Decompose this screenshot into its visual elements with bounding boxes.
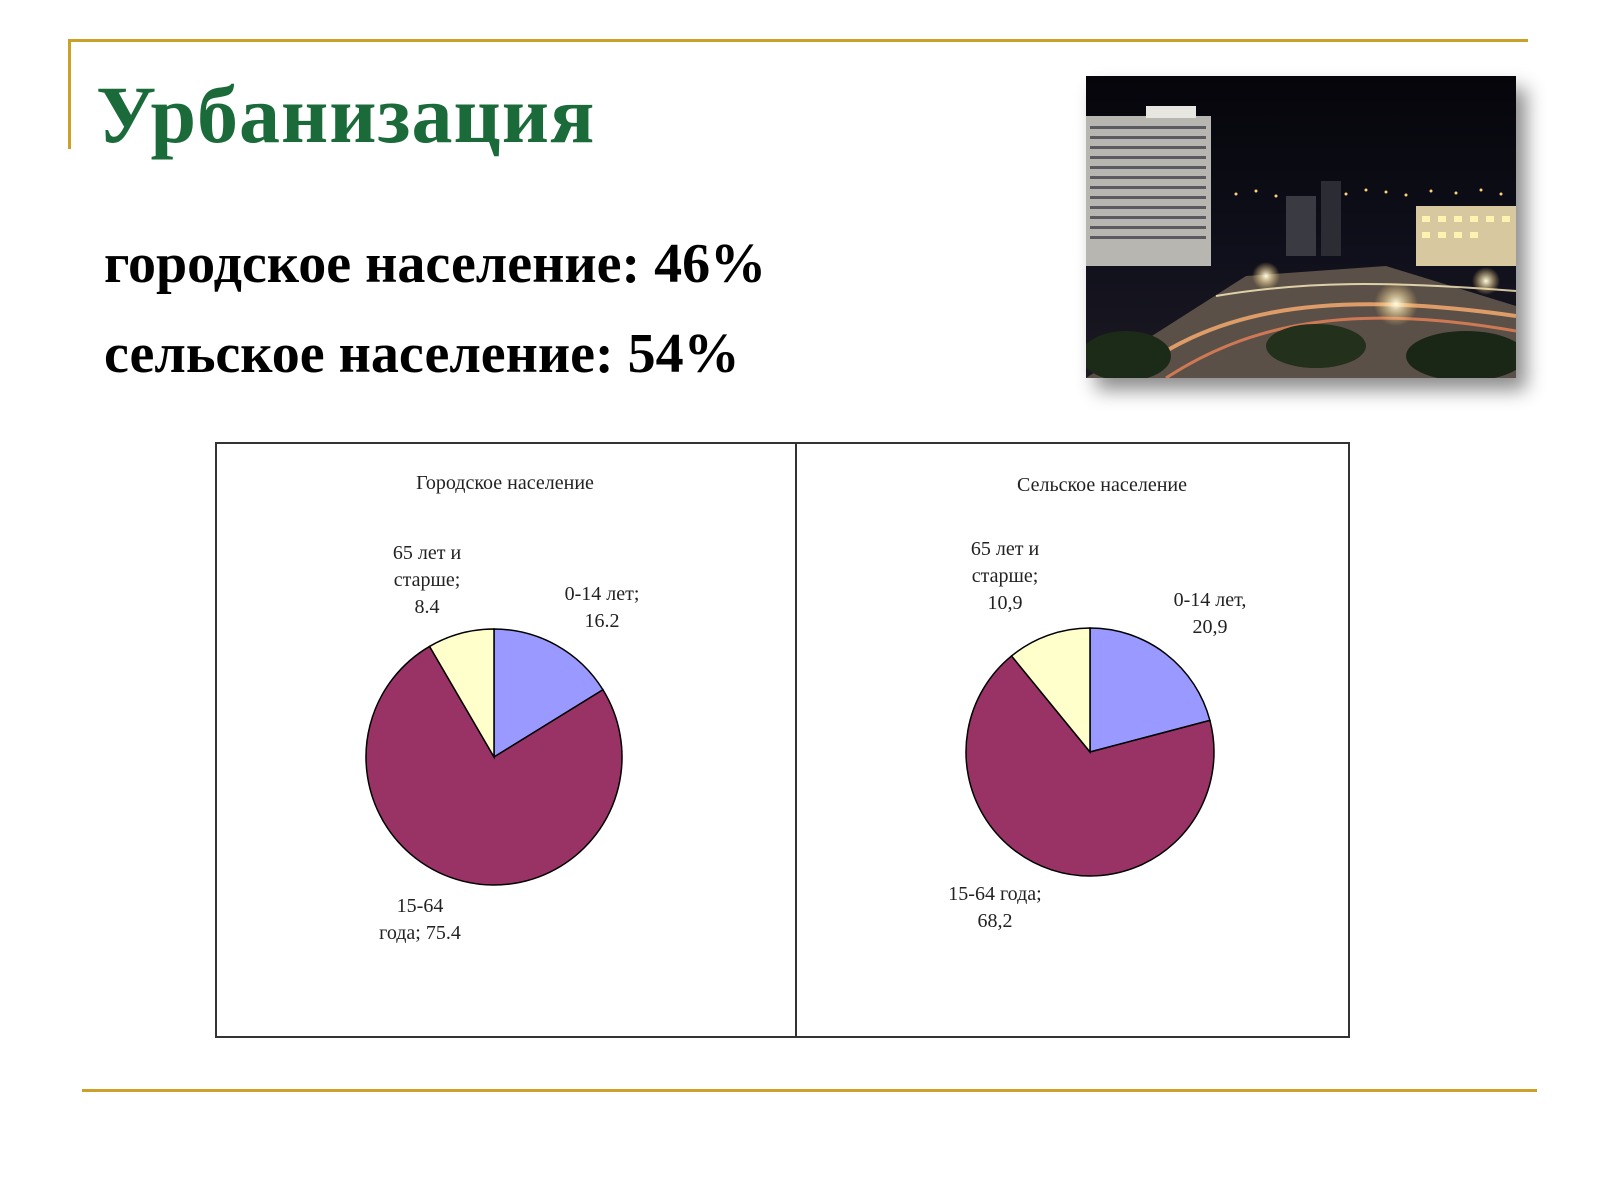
night-city-illustration xyxy=(1086,76,1516,378)
slice-label-1-2: 65 лет и старше; 10,9 xyxy=(971,538,1040,614)
rural-population-stat: сельское население: 54% xyxy=(104,323,740,385)
chart-title-0: Городское население xyxy=(416,472,594,494)
pie-slice-0-0 xyxy=(493,628,604,759)
pie-slice-0-1 xyxy=(365,645,623,886)
slide-title: Урбанизация xyxy=(96,69,596,160)
slice-label-1-1: 15-64 года; 68,2 xyxy=(948,883,1041,932)
pie-slice-1-0 xyxy=(1089,627,1211,753)
chart-title-1: Сельское население xyxy=(1017,474,1187,496)
pie-slice-1-1 xyxy=(965,654,1215,877)
urban-population-stat: городское население: 46% xyxy=(104,233,767,295)
top-rule xyxy=(68,39,1528,42)
charts-divider xyxy=(795,442,797,1038)
bottom-rule xyxy=(82,1089,1537,1092)
slice-label-1-0: 0-14 лет, 20,9 xyxy=(1174,589,1247,638)
slice-label-0-1: 15-64 года; 75.4 xyxy=(379,895,461,944)
slice-label-0-2: 65 лет и старше; 8.4 xyxy=(393,542,462,618)
pie-slice-1-2 xyxy=(1010,627,1091,755)
pie-slice-0-2 xyxy=(428,628,495,760)
night-city-photo xyxy=(1086,76,1516,378)
left-rule xyxy=(68,39,71,149)
slice-label-0-0: 0-14 лет; 16.2 xyxy=(565,583,640,632)
